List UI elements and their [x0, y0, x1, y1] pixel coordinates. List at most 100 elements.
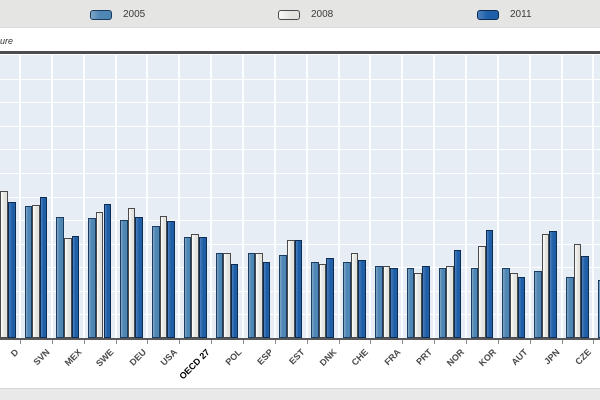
- bar-2011-OECD 27: [199, 237, 207, 338]
- x-axis-label-OECD 27: OECD 27: [177, 347, 212, 382]
- bar-2005-AUT: [502, 268, 510, 338]
- legend-swatch-2011: [477, 9, 499, 20]
- gridline-h: [0, 173, 600, 174]
- gridline-v: [178, 55, 181, 338]
- bar-2005-POL: [215, 253, 224, 338]
- bar-2008-D: [0, 191, 8, 338]
- bar-2008-DNK: [318, 264, 327, 338]
- bar-2008-EST: [287, 240, 295, 338]
- x-axis-tick: [498, 340, 499, 344]
- x-axis-tick: [307, 340, 308, 344]
- x-axis-label-ESP: ESP: [255, 347, 276, 367]
- bar-2011-EST: [294, 240, 303, 338]
- gridline-v: [50, 55, 53, 338]
- gridline-v: [146, 55, 149, 338]
- gridline-v: [305, 55, 308, 338]
- legend-item-2005: 2005: [90, 8, 145, 21]
- bar-2011-DNK: [326, 258, 335, 338]
- bar-2005-clipped: [597, 280, 600, 338]
- x-axis-label-SWE: SWE: [94, 347, 116, 369]
- bar-2011-NOR: [453, 250, 462, 338]
- bar-2008-SWE: [95, 212, 104, 338]
- gridline-v: [337, 55, 340, 338]
- x-axis-tick: [147, 340, 148, 344]
- legend-item-2011: 2011: [477, 8, 532, 21]
- bar-2008-POL: [223, 253, 231, 338]
- x-axis-tick: [593, 340, 594, 344]
- gridline-v: [528, 55, 531, 338]
- bar-2005-OECD 27: [183, 237, 192, 338]
- bar-2011-AUT: [517, 277, 526, 338]
- x-axis-label-DNK: DNK: [317, 347, 339, 368]
- gridline-v: [560, 55, 563, 338]
- bar-2011-ESP: [262, 262, 271, 338]
- x-axis-label-KOR: KOR: [476, 347, 498, 369]
- x-axis-label-EST: EST: [287, 347, 307, 367]
- bar-2005-KOR: [470, 268, 479, 338]
- gridline-v: [496, 55, 499, 338]
- x-axis-label-MEX: MEX: [63, 347, 84, 368]
- bar-2005-DNK: [311, 262, 319, 338]
- bar-2008-AUT: [509, 273, 518, 338]
- legend-label-2005: 2005: [123, 9, 146, 20]
- legend-swatch-2008: [278, 9, 300, 20]
- x-axis-label-JPN: JPN: [542, 347, 562, 367]
- bar-2005-FRA: [374, 266, 383, 338]
- subtitle-band: ure: [0, 28, 600, 51]
- bar-2011-FRA: [390, 268, 398, 338]
- bar-2005-PRT: [406, 268, 415, 338]
- bar-2011-D: [7, 202, 16, 338]
- x-axis-label-SVN: SVN: [31, 347, 53, 368]
- bar-2008-SVN: [32, 205, 40, 338]
- bar-2008-DEU: [127, 208, 136, 338]
- bar-2005-EST: [279, 255, 287, 338]
- bar-2005-MEX: [56, 217, 65, 338]
- bar-2008-MEX: [64, 238, 72, 338]
- bar-2008-USA: [159, 216, 168, 338]
- x-axis-label-D: D: [8, 347, 21, 359]
- x-axis-tick: [211, 340, 212, 344]
- gridline-v: [19, 55, 22, 338]
- x-axis-tick: [20, 340, 21, 344]
- gridline-h: [0, 220, 600, 221]
- header-rule: [0, 51, 600, 54]
- bar-2005-USA: [152, 226, 160, 338]
- bar-2008-ESP: [255, 253, 263, 338]
- x-axis-label-PRT: PRT: [414, 347, 435, 367]
- x-axis-tick: [52, 340, 53, 344]
- subtitle-text-clipped: ure: [0, 36, 14, 46]
- x-axis-tick: [179, 340, 180, 344]
- gridline-h: [0, 197, 600, 198]
- bar-2008-OECD 27: [191, 234, 200, 338]
- x-axis-label-AUT: AUT: [509, 347, 530, 368]
- x-axis-label-FRA: FRA: [382, 347, 403, 368]
- x-axis-label-NOR: NOR: [444, 347, 467, 369]
- gridline-h: [0, 149, 600, 150]
- bar-2005-DEU: [120, 220, 128, 338]
- bar-2005-CZE: [566, 277, 574, 338]
- bar-2008-JPN: [541, 234, 550, 338]
- gridline-v: [210, 55, 213, 338]
- x-axis-label-CHE: CHE: [350, 347, 371, 368]
- bar-2005-JPN: [534, 271, 542, 338]
- x-axis-line: [0, 338, 600, 340]
- legend-swatch-2005: [90, 9, 112, 20]
- bar-2005-SVN: [24, 206, 33, 338]
- bar-2011-POL: [230, 264, 239, 338]
- x-axis-tick: [466, 340, 467, 344]
- bar-2008-CZE: [573, 244, 582, 338]
- gridline-h: [0, 102, 600, 103]
- plot-area: [0, 55, 600, 338]
- x-axis-label-POL: POL: [223, 347, 244, 368]
- legend-label-2008: 2008: [311, 9, 334, 20]
- bar-2011-PRT: [422, 266, 430, 338]
- bar-2011-MEX: [71, 236, 80, 338]
- bar-2011-CHE: [358, 260, 366, 338]
- gridline-v: [433, 55, 436, 338]
- bar-2011-SWE: [103, 204, 112, 338]
- x-axis-tick: [275, 340, 276, 344]
- bar-2008-FRA: [382, 266, 391, 338]
- x-axis-label-CZE: CZE: [573, 347, 594, 367]
- gridline-v: [369, 55, 372, 338]
